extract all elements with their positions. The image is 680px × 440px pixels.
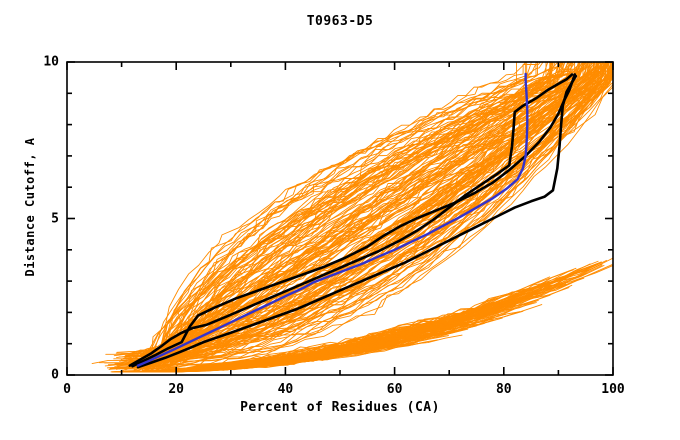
ensemble-curve [109, 65, 613, 369]
highlight-curve-group [128, 72, 578, 369]
ensemble-curve [153, 62, 563, 368]
ensemble-curve [131, 265, 613, 373]
ensemble-curve [142, 78, 613, 371]
ensemble-curve [173, 62, 532, 359]
ensemble-curve [175, 62, 538, 359]
ensemble-curve [155, 62, 602, 361]
ensemble-curve [176, 62, 528, 355]
y-axis-label: Distance Cutoff, A [23, 137, 37, 277]
ensemble-curve [141, 257, 613, 373]
highlight-curve-highlight-model-1 [128, 73, 574, 367]
highlight-curve-reference-model [136, 72, 529, 367]
x-tick-label: 20 [168, 382, 185, 397]
ensemble-curve [179, 62, 554, 356]
x-tick-label: 0 [63, 382, 71, 397]
ensemble-curve [161, 62, 564, 365]
ensemble-curve [106, 62, 613, 369]
ensemble-curve-group [91, 62, 613, 373]
y-tick-label: 0 [51, 367, 59, 383]
y-tick-label: 5 [51, 211, 59, 226]
ensemble-curve [157, 62, 569, 360]
ensemble-curve [154, 62, 599, 356]
page-title: T0963-D5 [306, 14, 374, 29]
x-axis-label: Percent of Residues (CA) [240, 400, 440, 415]
highlight-curve-highlight-model-2 [131, 73, 577, 368]
ensemble-curve [140, 62, 608, 369]
ensemble-curve [116, 75, 613, 370]
ensemble-curve [122, 263, 603, 373]
x-tick-label: 60 [386, 382, 403, 397]
ensemble-curve [185, 62, 544, 363]
ensemble-curve [169, 62, 554, 368]
highlight-curve-highlight-model-3 [136, 74, 578, 369]
ensemble-curve [163, 62, 571, 367]
ensemble-curve [112, 69, 613, 370]
ensemble-curve [182, 62, 572, 356]
ensemble-curve [121, 264, 613, 373]
ensemble-curve [144, 62, 586, 369]
x-tick-label: 80 [495, 382, 512, 397]
x-tick-label: 40 [277, 382, 294, 397]
ensemble-curve [146, 62, 579, 366]
ensemble-curve [180, 62, 526, 364]
y-tick-label: 10 [43, 54, 59, 70]
x-tick-label: 100 [601, 382, 625, 397]
ensemble-curve [158, 62, 559, 362]
ensemble-curve [184, 62, 527, 353]
ensemble-curve [150, 62, 585, 370]
ensemble-curve [124, 62, 613, 365]
